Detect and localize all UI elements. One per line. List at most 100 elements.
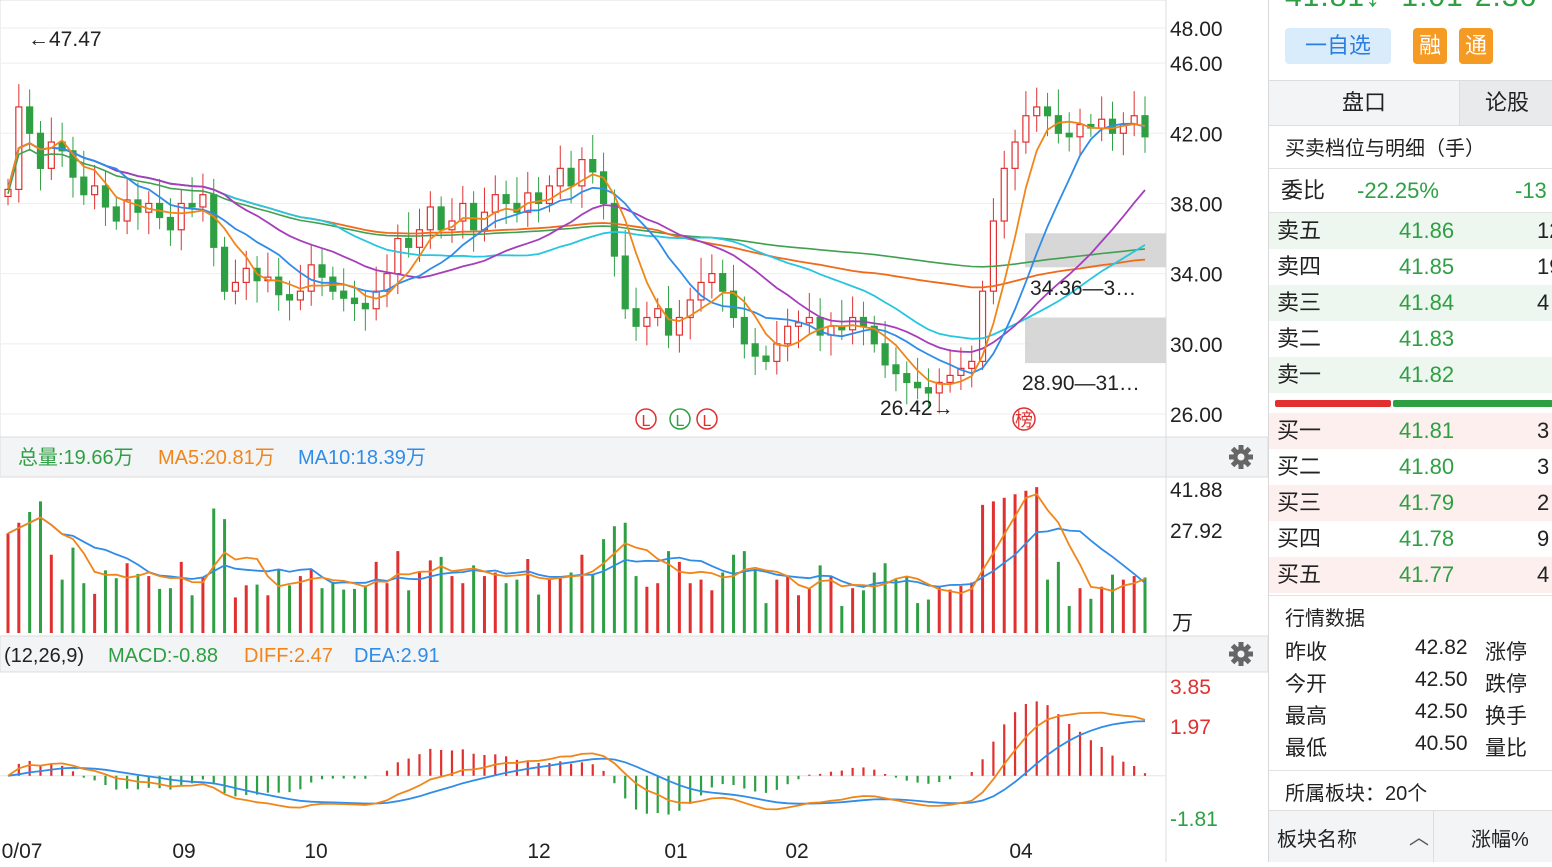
weibi-extra: -13 xyxy=(1515,178,1547,203)
candle-up xyxy=(394,237,402,275)
bid-price: 41.81 xyxy=(1399,418,1455,443)
price-header: 41.81↓ -1.01-2.36 xyxy=(1285,0,1537,14)
candle-down xyxy=(188,202,196,208)
margin-tag: 融 xyxy=(1413,28,1447,64)
ask-label: 卖二 xyxy=(1277,326,1322,351)
candle-up xyxy=(968,360,976,369)
ask-row: 卖二 41.83 xyxy=(1269,321,1552,357)
bid-volume: 3 xyxy=(1537,454,1550,479)
ma120-line xyxy=(7,148,1146,268)
candle-down xyxy=(275,276,283,296)
kline-chart-area[interactable]: 48.00 46.00 42.00 38.00 34.00 30.00 26.00 ←47.4… xyxy=(0,0,1269,863)
candle-down xyxy=(350,297,359,305)
tab-orderbook[interactable]: 盘口 xyxy=(1269,81,1459,125)
ask-volume: 19 xyxy=(1537,254,1552,279)
sector-table-header: 板块名称 ︿ 涨幅% xyxy=(1269,810,1552,862)
candle-up xyxy=(231,281,239,292)
x-tick-label: 10 xyxy=(304,840,327,862)
quote-panel: 41.81↓ -1.01-2.36 一自选 融 通 盘口 论股 买卖档位与明细（… xyxy=(1268,0,1552,862)
tab-discussion[interactable]: 论股 xyxy=(1459,81,1552,125)
candle-up xyxy=(989,220,998,292)
candle-down xyxy=(318,264,326,278)
event-marker-icon xyxy=(635,408,657,430)
y-tick-label: 30.00 xyxy=(1170,334,1223,357)
kline-chart[interactable]: 48.00 46.00 42.00 38.00 34.00 30.00 26.00 ←47.4… xyxy=(0,0,1269,863)
candle-down xyxy=(166,216,175,231)
candle-up xyxy=(697,281,705,301)
candle-down xyxy=(210,194,218,248)
candle-down xyxy=(470,202,478,231)
candle-down xyxy=(892,364,900,375)
candle-down xyxy=(36,132,45,169)
event-marker-label: L xyxy=(642,413,651,430)
quote-value: 40.50 xyxy=(1415,732,1468,755)
macd-legend-dea: DEA:2.91 xyxy=(354,645,440,667)
connect-tag: 通 xyxy=(1459,28,1493,64)
zone-lower-label: 28.90—31… xyxy=(1022,372,1140,395)
ask-price: 41.82 xyxy=(1399,362,1455,387)
candle-down xyxy=(26,106,34,134)
candle-up xyxy=(415,229,424,248)
quote-label: 最低 xyxy=(1285,737,1327,760)
zone-upper-label: 34.36—3… xyxy=(1030,277,1136,300)
quote-value: 42.82 xyxy=(1415,636,1468,659)
candle-up xyxy=(654,308,662,319)
candle-down xyxy=(589,158,597,173)
bid-row: 买二 41.80 3 xyxy=(1269,449,1552,485)
quote-label-secondary: 跌停 xyxy=(1485,673,1527,696)
x-tick-label: 02 xyxy=(785,840,808,862)
candle-up xyxy=(978,290,987,362)
sector-name-col[interactable]: 板块名称 xyxy=(1277,829,1357,851)
sector-change-col[interactable]: 涨幅% xyxy=(1471,829,1529,851)
quote-value: 42.50 xyxy=(1415,668,1468,691)
quote-label: 最高 xyxy=(1285,705,1327,728)
candle-down xyxy=(534,192,543,205)
candle-down xyxy=(762,355,770,362)
candle-down xyxy=(340,290,348,299)
candle-down xyxy=(621,255,629,310)
dea-line xyxy=(7,720,1146,805)
last-price: 41.81 xyxy=(1285,0,1365,13)
macd-y-tick: 1.97 xyxy=(1170,716,1211,739)
add-watchlist-button[interactable]: 一自选 xyxy=(1285,28,1391,64)
ask-price: 41.83 xyxy=(1399,326,1455,351)
candle-up xyxy=(1098,118,1106,129)
bid-label: 买五 xyxy=(1277,562,1322,587)
candle-up xyxy=(773,343,781,362)
vol-y-tick: 27.92 xyxy=(1170,520,1223,543)
gear-icon[interactable] xyxy=(1229,642,1253,666)
ask-label: 卖一 xyxy=(1277,362,1322,387)
rank-badge-icon xyxy=(1012,407,1036,431)
bid-price: 41.77 xyxy=(1399,562,1455,587)
ma20-line xyxy=(7,142,1146,353)
candle-down xyxy=(903,373,911,384)
candle-up xyxy=(296,290,304,301)
vol-ma5-line xyxy=(7,493,1146,595)
bid-price: 41.80 xyxy=(1399,454,1455,479)
support-zone xyxy=(1025,233,1166,268)
candle-down xyxy=(632,308,640,327)
support-zone xyxy=(1025,317,1166,364)
price-panel xyxy=(0,0,1167,438)
quote-label-secondary: 换手 xyxy=(1485,705,1527,728)
ask-label: 卖四 xyxy=(1277,254,1322,279)
candle-up xyxy=(849,316,857,331)
volume-header xyxy=(0,436,1269,478)
bid-volume: 4 xyxy=(1537,562,1550,587)
candle-down xyxy=(610,202,619,257)
candle-up xyxy=(545,185,554,205)
bid-strength-bar xyxy=(1275,400,1391,407)
ask-strength-bar xyxy=(1393,400,1552,407)
candle-up xyxy=(426,206,434,231)
candle-up xyxy=(242,267,250,284)
candle-down xyxy=(112,206,120,222)
candle-down xyxy=(664,308,673,336)
candle-up xyxy=(643,316,651,327)
candle-up xyxy=(383,273,391,292)
weibi-label: 委比 xyxy=(1281,178,1326,203)
bid-label: 买一 xyxy=(1277,418,1322,443)
x-tick-label: 12 xyxy=(527,840,550,862)
chevron-up-icon[interactable]: ︿ xyxy=(1409,827,1429,849)
candle-down xyxy=(361,302,369,310)
gear-icon[interactable] xyxy=(1229,445,1253,469)
